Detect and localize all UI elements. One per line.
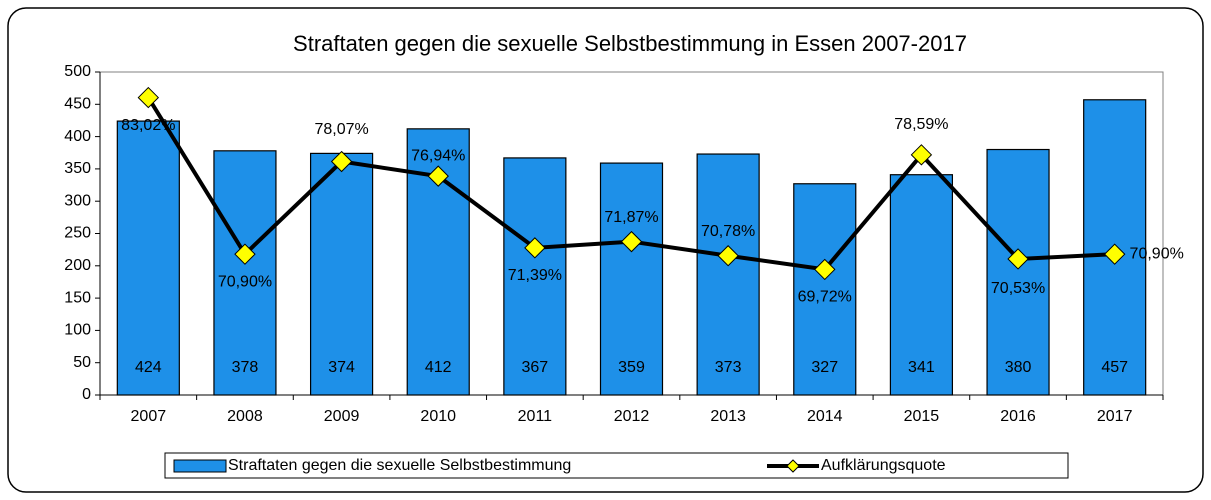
- line-value-label: 70,90%: [218, 273, 272, 290]
- marker: [137, 86, 160, 109]
- x-tick-label: 2009: [324, 408, 360, 425]
- y-tick-label: 0: [82, 386, 91, 403]
- line-value-label: 78,07%: [314, 121, 368, 138]
- y-tick-label: 500: [64, 63, 91, 80]
- marker: [717, 245, 739, 267]
- x-tick-label: 2012: [614, 408, 650, 425]
- bar: [889, 174, 954, 396]
- legend-label: Straftaten gegen die sexuelle Selbstbest…: [228, 457, 571, 474]
- line-value-label: 70,78%: [701, 223, 755, 240]
- bar-value-label: 380: [1005, 359, 1032, 376]
- marker: [620, 230, 643, 253]
- bar-value-label: 374: [328, 359, 355, 376]
- marker: [1007, 248, 1029, 270]
- legend-marker: [786, 459, 800, 473]
- bar-value-label: 367: [522, 359, 549, 376]
- x-tick-label: 2010: [420, 408, 456, 425]
- y-tick-label: 250: [64, 225, 91, 242]
- bar-value-label: 412: [425, 359, 452, 376]
- y-tick-label: 350: [64, 160, 91, 177]
- marker: [234, 243, 256, 265]
- bar-value-label: 359: [618, 359, 645, 376]
- bar-value-label: 327: [811, 359, 838, 376]
- y-tick-label: 400: [64, 128, 91, 145]
- x-tick-label: 2016: [1000, 408, 1036, 425]
- y-tick-label: 150: [64, 289, 91, 306]
- bar: [116, 120, 180, 396]
- bar: [793, 183, 857, 396]
- y-tick-label: 100: [64, 322, 91, 339]
- line-value-label: 71,87%: [604, 209, 658, 226]
- bar: [503, 157, 567, 396]
- line-value-label: 71,39%: [508, 267, 562, 284]
- y-tick-label: 50: [73, 354, 91, 371]
- x-tick-label: 2011: [518, 408, 553, 425]
- line-value-label: 78,59%: [894, 116, 948, 133]
- marker: [814, 258, 836, 281]
- bar: [986, 148, 1050, 396]
- line-value-label: 83,02%: [121, 117, 175, 134]
- line-value-label: 76,94%: [411, 147, 465, 164]
- marker: [330, 150, 353, 173]
- marker: [910, 144, 933, 166]
- marker: [427, 165, 449, 187]
- y-tick-label: 300: [64, 192, 91, 209]
- marker: [524, 237, 546, 259]
- bar: [213, 150, 277, 396]
- x-tick-label: 2007: [131, 408, 167, 425]
- marker: [1103, 243, 1126, 265]
- x-tick-label: 2015: [904, 408, 940, 425]
- x-tick-label: 2014: [807, 408, 843, 425]
- legend-box: [164, 452, 1069, 479]
- x-tick-label: 2008: [227, 408, 263, 425]
- line-value-label: 70,90%: [1130, 245, 1184, 262]
- x-tick-label: 2013: [710, 408, 746, 425]
- bar-value-label: 341: [908, 359, 935, 376]
- y-tick-label: 450: [64, 96, 91, 113]
- bar: [599, 162, 664, 396]
- bar-value-label: 378: [232, 359, 259, 376]
- x-tick-label: 2017: [1097, 408, 1133, 425]
- y-tick-label: 200: [64, 257, 91, 274]
- bar-value-label: 424: [135, 359, 162, 376]
- legend-swatch: [173, 459, 227, 473]
- legend-label: Aufklärungsquote: [821, 457, 946, 474]
- line-value-label: 70,53%: [991, 280, 1045, 297]
- bar-value-label: 373: [715, 359, 742, 376]
- line-value-label: 69,72%: [798, 289, 852, 306]
- chart-title: Straftaten gegen die sexuelle Selbstbest…: [293, 31, 967, 56]
- bar: [696, 153, 760, 396]
- bar-value-label: 457: [1101, 359, 1128, 376]
